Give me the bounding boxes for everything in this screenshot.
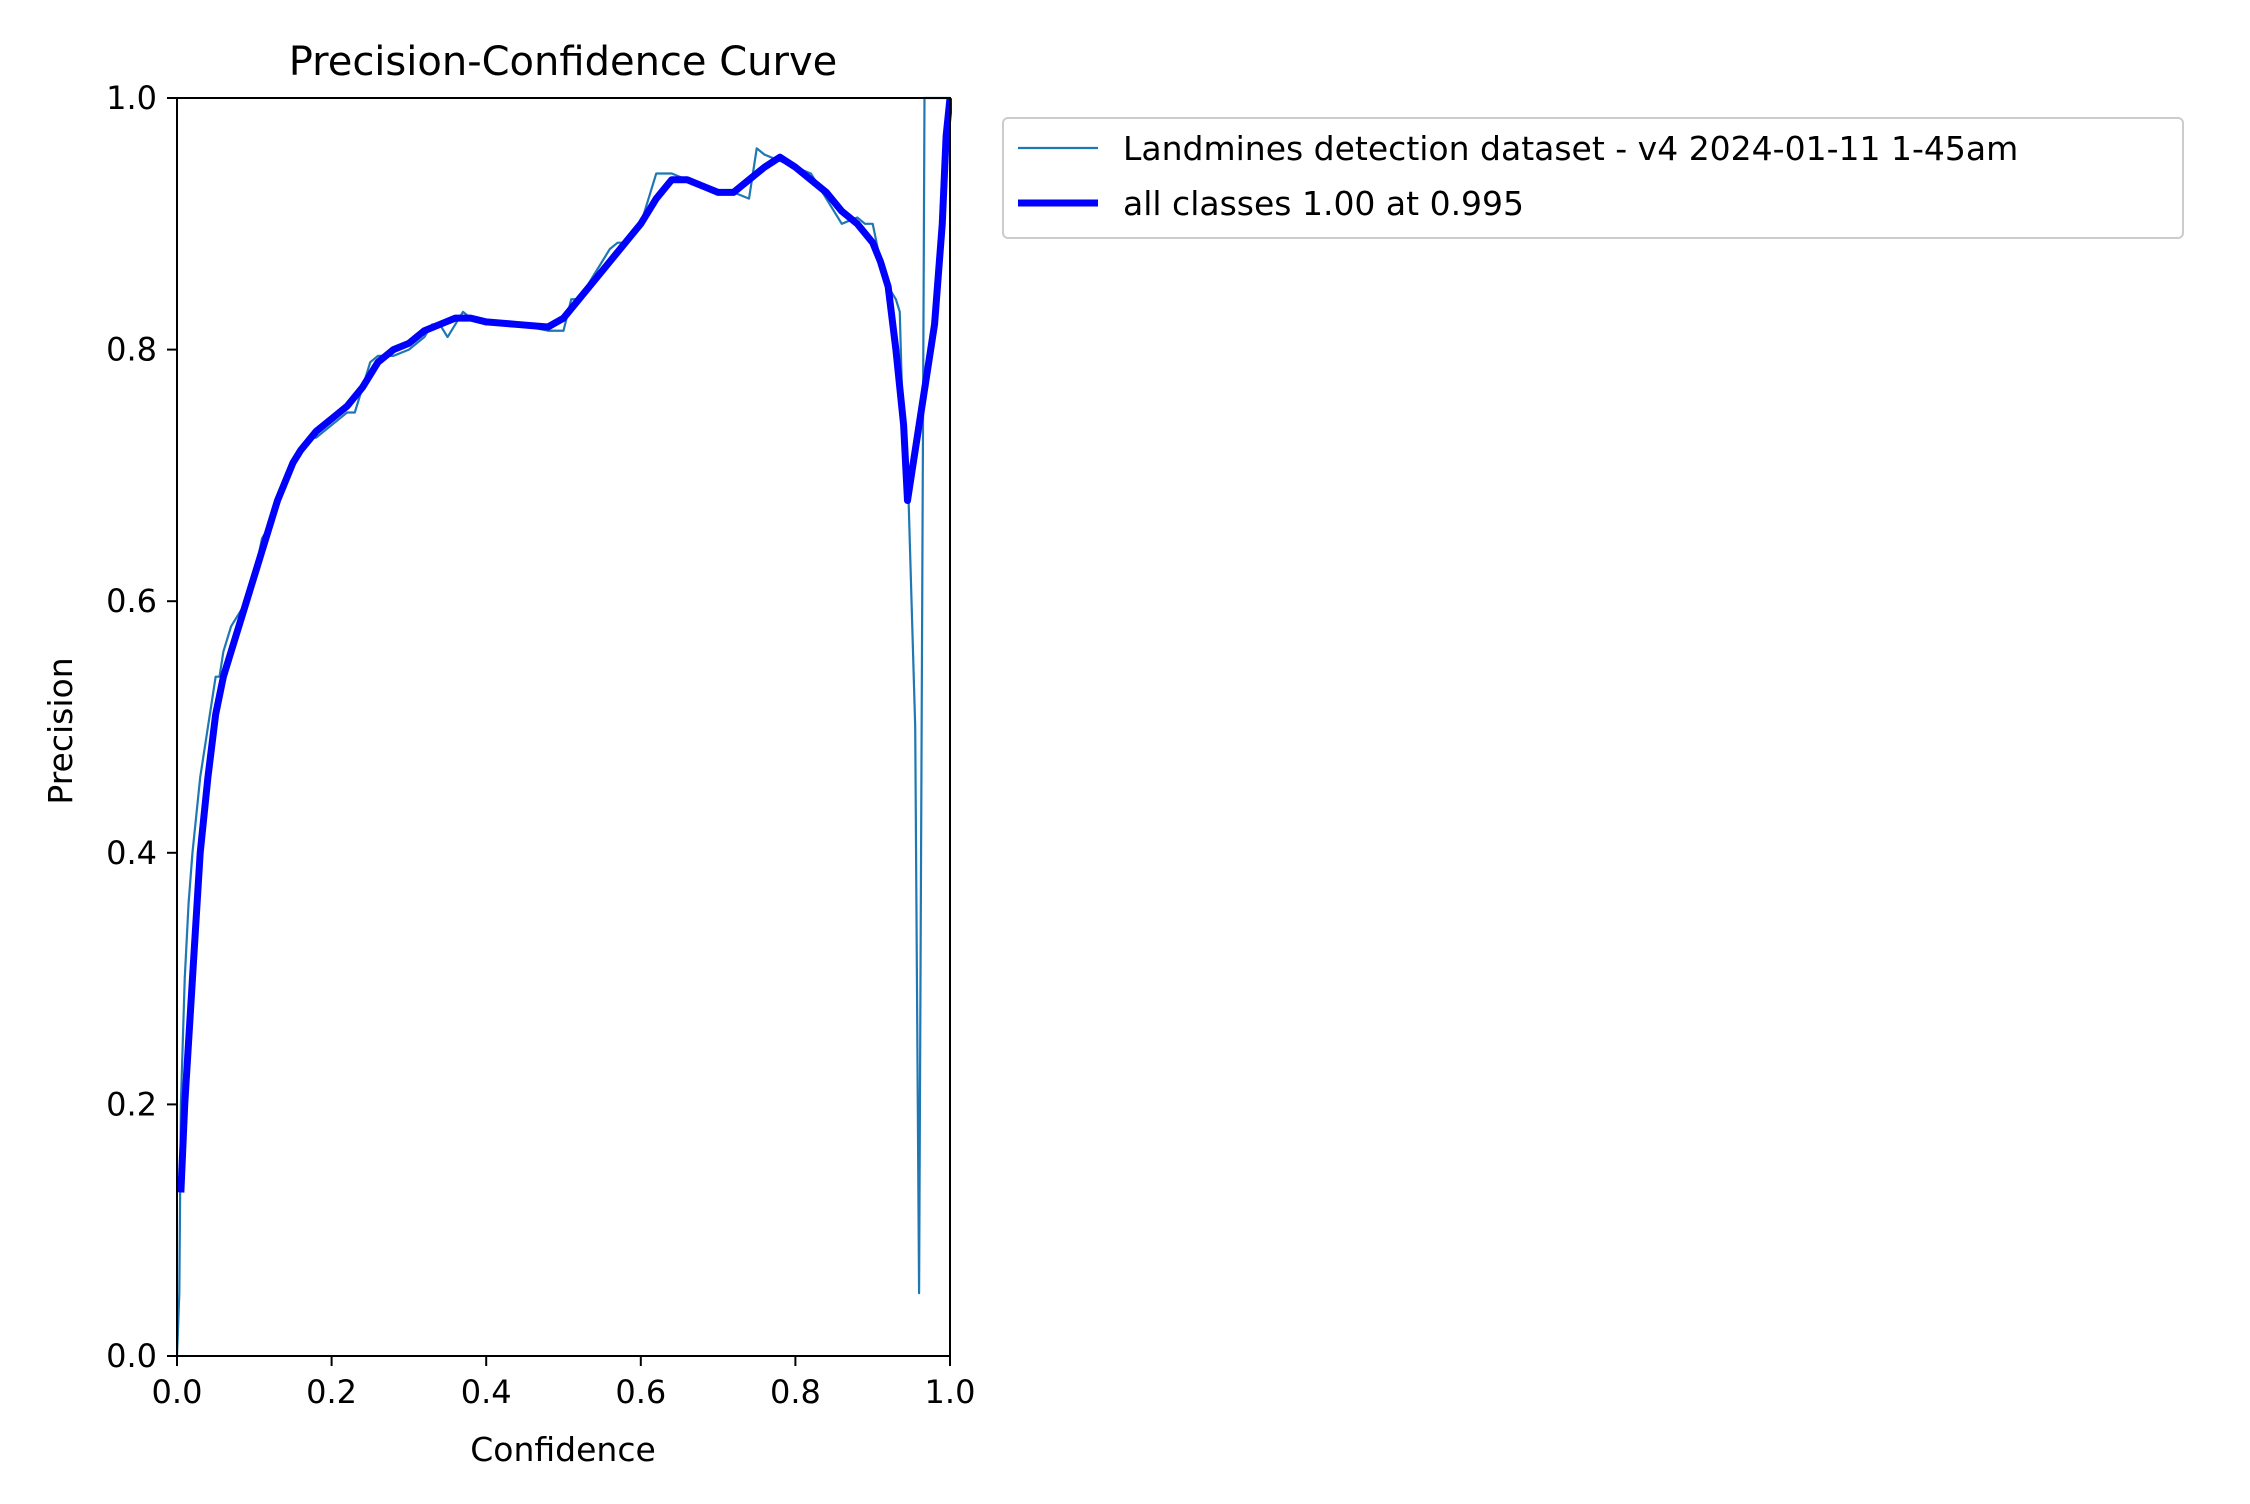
series-line-1 bbox=[177, 96, 950, 1356]
legend-box bbox=[1002, 117, 2184, 239]
y-tick-label: 0.6 bbox=[106, 582, 157, 620]
y-tick-label: 0.0 bbox=[106, 1337, 157, 1375]
x-tick-label: 0.2 bbox=[306, 1373, 357, 1411]
plot-frame bbox=[176, 97, 951, 1357]
x-tick-label: 0.4 bbox=[461, 1373, 512, 1411]
y-tick-label: 0.4 bbox=[106, 834, 157, 872]
x-tick-label: 0.8 bbox=[770, 1373, 821, 1411]
x-tick-label: 1.0 bbox=[925, 1373, 976, 1411]
x-tick-label: 0.0 bbox=[152, 1373, 203, 1411]
y-tick-label: 1.0 bbox=[106, 79, 157, 117]
series-line-2 bbox=[177, 97, 952, 1193]
y-axis-label: Precision bbox=[41, 657, 80, 804]
legend-label-2: all classes 1.00 at 0.995 bbox=[1123, 184, 1524, 223]
x-axis-label: Confidence bbox=[470, 1430, 656, 1469]
x-tick-label: 0.6 bbox=[615, 1373, 666, 1411]
legend-label-1: Landmines detection dataset - v4 2024-01… bbox=[1123, 129, 2018, 168]
legend: Landmines detection dataset - v4 2024-01… bbox=[1002, 117, 2184, 239]
plot-area bbox=[177, 96, 952, 1356]
y-tick-label: 0.2 bbox=[106, 1085, 157, 1123]
axes: 0.0 0.2 0.4 0.6 0.8 1.0 0.0 0.2 0.4 0.6 0.8 1.0 bbox=[106, 79, 975, 1411]
chart-title: Precision-Confidence Curve bbox=[289, 39, 838, 85]
y-tick-label: 0.8 bbox=[106, 331, 157, 369]
